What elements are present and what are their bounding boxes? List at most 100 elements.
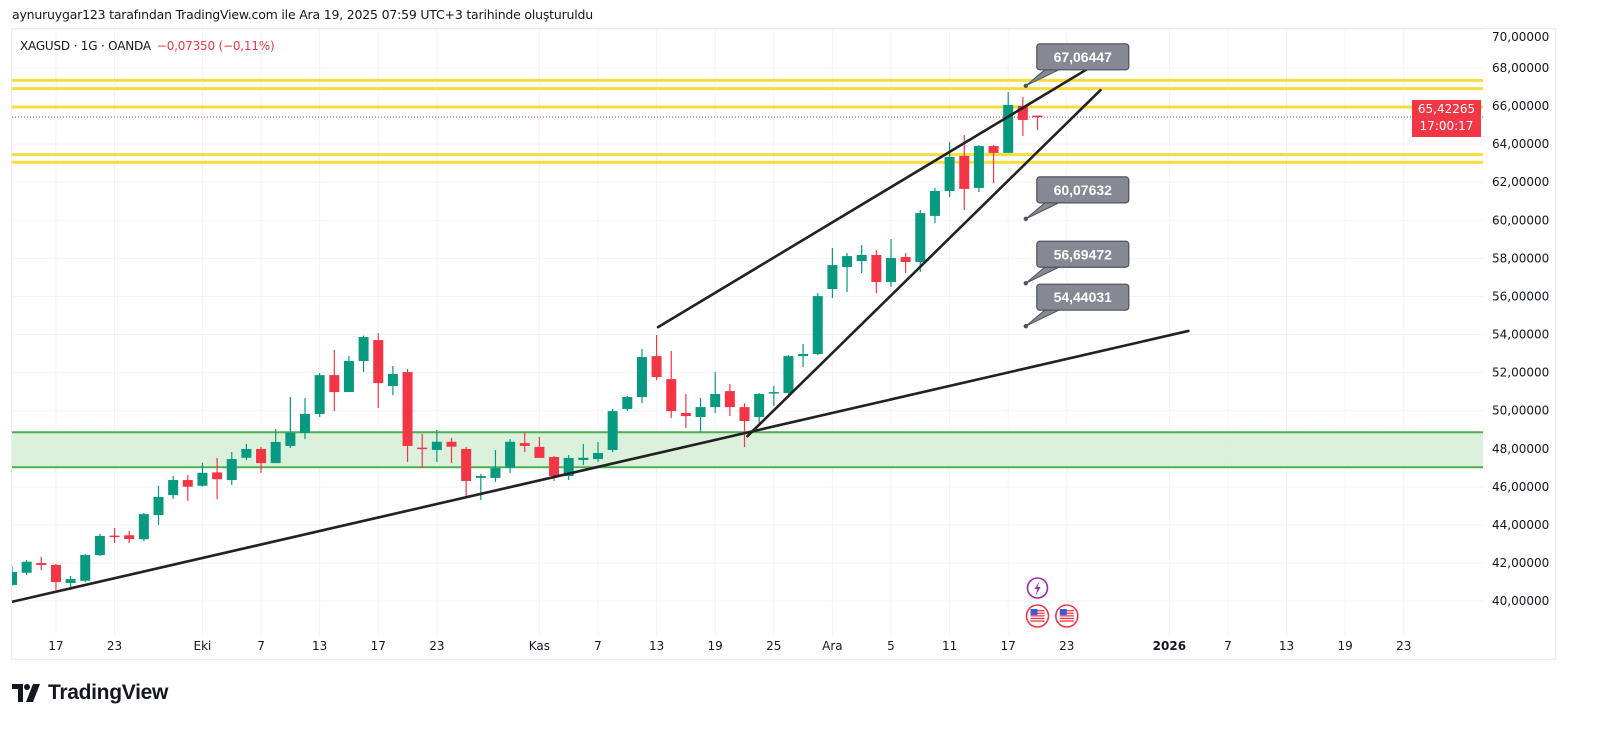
- price-axis-label: 54,00000: [1492, 328, 1549, 342]
- flag-stripe: [1059, 617, 1074, 620]
- candle-body: [226, 459, 237, 481]
- candle-body: [1003, 104, 1014, 153]
- candle-up: [710, 372, 721, 414]
- callout-box: [1036, 176, 1130, 204]
- price-axis-label: 62,00000: [1492, 175, 1549, 189]
- tradingview-logo-icon: [12, 684, 40, 702]
- candle-body: [754, 393, 765, 418]
- candle-body: [607, 411, 618, 450]
- callout-label: 60,07632: [1054, 182, 1113, 198]
- price-callout[interactable]: 56,69472: [1023, 240, 1130, 286]
- candle-up: [153, 485, 164, 525]
- candle-body: [373, 340, 384, 384]
- candle-body: [475, 476, 486, 478]
- us-flag-event-icon[interactable]: [1055, 604, 1079, 628]
- candle-body: [50, 564, 61, 583]
- time-axis-label: 19: [1338, 639, 1353, 653]
- candle-body: [431, 441, 442, 450]
- candle-body: [856, 254, 867, 262]
- candle-body: [138, 514, 149, 540]
- candle-body: [21, 561, 32, 573]
- candle-body: [343, 361, 354, 393]
- candle-body: [578, 457, 589, 461]
- candle-body: [285, 432, 296, 446]
- price-callout[interactable]: 67,06447: [1023, 43, 1130, 89]
- candle-up: [94, 533, 105, 556]
- candle-up: [226, 452, 237, 485]
- candle-body: [505, 441, 516, 468]
- symbol-legend: XAGUSD · 1G · OANDA −0,07350 (−0,11%): [20, 39, 275, 53]
- time-axis-label: 7: [594, 639, 602, 653]
- candle-body: [153, 496, 164, 516]
- us-flag-event-icon[interactable]: [1025, 604, 1050, 628]
- time-axis-label: 23: [429, 639, 444, 653]
- symbol-name[interactable]: XAGUSD · 1G · OANDA: [20, 39, 151, 53]
- callout-anchor: [1023, 323, 1028, 329]
- candle-up: [768, 385, 779, 406]
- candle-up: [593, 441, 603, 462]
- candle-up: [387, 365, 398, 396]
- candle-down: [680, 393, 691, 429]
- candle-down: [446, 437, 457, 464]
- time-axis-label: 11: [942, 639, 957, 653]
- lightning-event-icon[interactable]: [1026, 577, 1049, 599]
- price-axis-label: 66,00000: [1492, 99, 1549, 113]
- candle-down: [50, 563, 61, 591]
- candle-body: [622, 397, 633, 410]
- time-axis-label: 23: [1396, 639, 1411, 653]
- price-callout[interactable]: 54,44031: [1023, 283, 1130, 329]
- bar-countdown: 17:00:17: [1419, 119, 1474, 133]
- candle-up: [798, 344, 809, 367]
- candle-down: [1032, 115, 1043, 131]
- candle-body: [827, 265, 838, 290]
- callout-box: [1036, 283, 1130, 311]
- time-axis-label: 17: [48, 639, 63, 653]
- candle-up: [358, 335, 369, 373]
- lightning-glyph: [1034, 581, 1041, 596]
- candle-up: [1003, 91, 1014, 153]
- callout-label: 54,44031: [1054, 289, 1113, 305]
- callout-pointer: [1025, 202, 1059, 220]
- candle-up: [80, 553, 91, 583]
- time-axis-label: Ara: [822, 639, 843, 653]
- candle-body: [886, 258, 896, 283]
- candle-body: [387, 373, 398, 386]
- candle-body: [563, 457, 574, 477]
- callout-anchor: [1023, 216, 1028, 222]
- candle-body: [959, 155, 970, 189]
- price-axis-label: 64,00000: [1492, 137, 1549, 151]
- price-axis-label: 60,00000: [1492, 213, 1549, 227]
- time-axis-label: 17: [371, 639, 386, 653]
- time-axis-label: 7: [1224, 639, 1232, 653]
- time-axis-label: 17: [1001, 639, 1016, 653]
- price-axis-label: 56,00000: [1492, 289, 1549, 303]
- time-axis-label: 13: [649, 639, 664, 653]
- time-axis-label: 5: [887, 639, 895, 653]
- candle-body: [973, 146, 984, 188]
- tradingview-logo[interactable]: TradingView: [12, 681, 168, 705]
- candle-up: [856, 245, 867, 274]
- candle-body: [80, 555, 91, 581]
- candle-down: [900, 253, 911, 274]
- candle-body: [446, 441, 457, 447]
- price-callout[interactable]: 60,07632: [1023, 176, 1130, 222]
- candle-up: [241, 444, 252, 461]
- candle-body: [842, 256, 853, 267]
- candle-up: [622, 396, 633, 412]
- candle-down: [988, 145, 999, 184]
- candle-up: [783, 355, 794, 394]
- price-axis-label: 44,00000: [1492, 518, 1549, 532]
- candle-body: [94, 536, 105, 556]
- candle-down: [461, 446, 472, 497]
- flag-canton: [1030, 609, 1038, 615]
- callout-box: [1036, 240, 1130, 268]
- candle-down: [871, 250, 882, 294]
- candle-up: [300, 397, 310, 440]
- price-axis-label: 40,00000: [1492, 594, 1549, 608]
- candle-body: [812, 296, 823, 354]
- candle-up: [973, 145, 984, 192]
- candle-down: [534, 436, 545, 458]
- candle-body: [710, 393, 721, 408]
- candle-body: [988, 146, 999, 153]
